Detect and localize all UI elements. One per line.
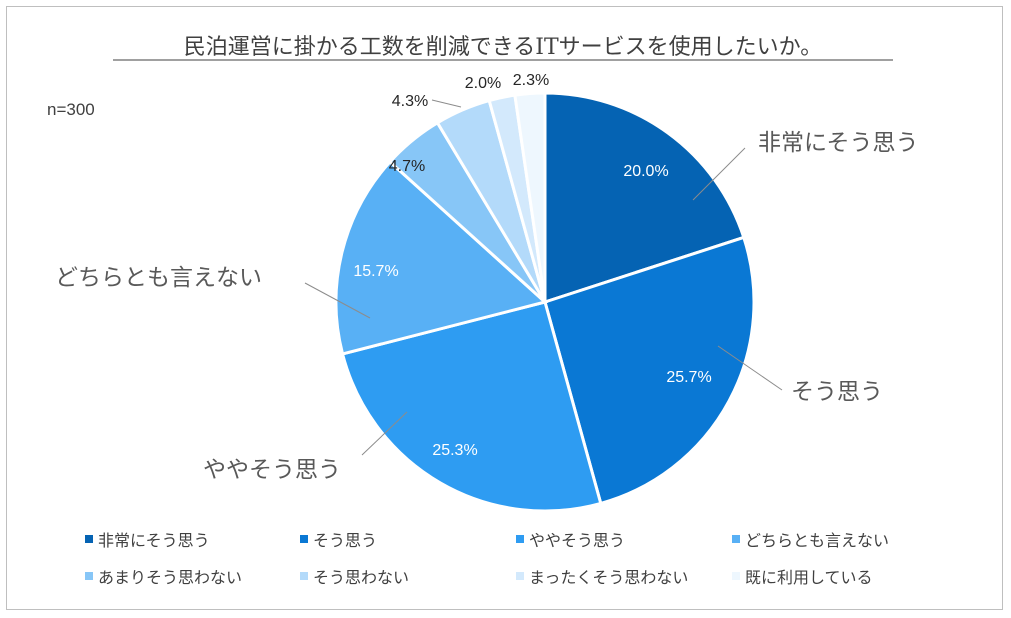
pie-slice-3 <box>340 300 603 513</box>
leader-line-slice-1 <box>692 147 746 201</box>
legend-swatch-6 <box>300 572 308 580</box>
callout-label-3: ややそう思う <box>203 457 341 483</box>
callout-label-2: そう思う <box>791 379 883 405</box>
data-label-3: 25.3% <box>432 442 477 459</box>
category-callouts: 非常にそう思う そう思う ややそう思う どちらとも言えない <box>55 130 919 483</box>
legend-swatch-4 <box>732 535 740 543</box>
leader-line-slice-2 <box>717 345 783 391</box>
legend-label-6: そう思わない <box>313 568 409 587</box>
leader-line-slice-4 <box>304 282 371 319</box>
data-label-6: 4.3% <box>392 93 428 110</box>
callout-label-4: どちらとも言えない <box>55 265 262 291</box>
sample-size-label: n=300 <box>47 100 95 119</box>
legend-label-5: あまりそう思わない <box>98 568 242 587</box>
legend-swatch-3 <box>516 535 524 543</box>
legend-label-4: どちらとも言えない <box>745 531 889 550</box>
data-labels: 20.0% 25.7% 25.3% 15.7% 4.7% 4.3% 2.0% 2… <box>353 72 711 459</box>
leader-lines <box>304 99 783 456</box>
data-label-2: 25.7% <box>666 369 711 386</box>
pie-slice-8 <box>513 91 547 303</box>
data-label-5: 4.7% <box>389 158 425 175</box>
pie-slice-4 <box>334 159 549 356</box>
legend-swatch-2 <box>300 535 308 543</box>
data-label-7: 2.0% <box>465 75 501 92</box>
legend-swatch-5 <box>85 572 93 580</box>
legend-label-1: 非常にそう思う <box>98 531 210 550</box>
chart-title: 民泊運営に掛かる工数を削減できるITサービスを使用したいか。 <box>184 35 823 60</box>
pie-slices <box>334 91 756 513</box>
pie-slice-1 <box>543 91 746 305</box>
legend-swatch-8 <box>732 572 740 580</box>
legend-label-2: そう思う <box>313 531 377 550</box>
legend-label-3: ややそう思う <box>529 531 625 550</box>
data-label-1: 20.0% <box>623 163 668 180</box>
data-label-4: 15.7% <box>353 263 398 280</box>
legend-swatch-7 <box>516 572 524 580</box>
leader-line-slice-3 <box>361 411 408 456</box>
legend-label-7: まったくそう思わない <box>529 568 688 587</box>
data-label-8: 2.3% <box>513 72 549 89</box>
legend-swatch-1 <box>85 535 93 543</box>
callout-label-1: 非常にそう思う <box>758 130 919 156</box>
legend-label-8: 既に利用している <box>745 568 873 587</box>
leader-line-slice-6 <box>431 99 462 108</box>
pie-slice-2 <box>543 235 756 506</box>
